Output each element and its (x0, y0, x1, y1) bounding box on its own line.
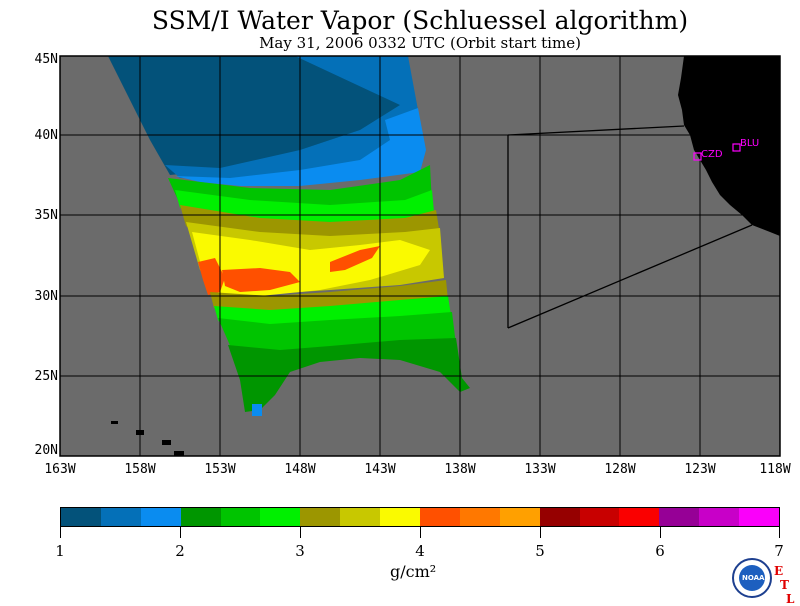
station-blu-label: BLU (740, 138, 759, 149)
map-frame (59, 55, 781, 457)
lon-label-143w: 143W (364, 462, 396, 477)
swath-band-darkblue (108, 56, 410, 175)
colorbar-segment (61, 508, 101, 526)
colorbar-segment (459, 508, 500, 526)
etl-logo: E T L (774, 564, 795, 606)
colorbar-segment (300, 508, 341, 526)
colorbar-label-5: 5 (535, 542, 545, 560)
colorbar-tick (300, 526, 301, 538)
colorbar-segment (380, 508, 421, 526)
swath-streak-orange-west (198, 258, 225, 295)
colorbar-segment (220, 508, 261, 526)
colorbar-tick (60, 526, 61, 538)
track-line (507, 125, 685, 136)
colorbar-label-2: 2 (175, 542, 185, 560)
station-czd-marker (693, 152, 702, 161)
swath-band-lightblue (175, 108, 426, 186)
swath-band-brightgreen-north (175, 190, 434, 222)
colorbar-tick (420, 526, 421, 538)
lon-label-133w: 133W (524, 462, 556, 477)
swath-band-darkgreen-south (228, 338, 470, 412)
colorbar-segment (140, 508, 181, 526)
swath-streak-orange-center (222, 268, 300, 292)
page-title: SSM/I Water Vapor (Schluessel algorithm) (151, 6, 689, 35)
noaa-logo: NOAA (732, 558, 772, 598)
lat-label-30n: 30N (34, 289, 58, 304)
lon-label-148w: 148W (284, 462, 316, 477)
lon-label-118w: 118W (759, 462, 791, 477)
swath-streak-orange-east (330, 246, 380, 272)
island-3 (162, 440, 171, 445)
lat-label-20n: 20N (34, 443, 58, 458)
colorbar-segment (619, 508, 660, 526)
swath-band-olive-south (210, 280, 448, 314)
colorbar-label-3: 3 (295, 542, 305, 560)
colorbar-label-4: 4 (415, 542, 425, 560)
colorbar-segment (100, 508, 141, 526)
station-blu-marker (732, 143, 741, 152)
colorbar-tick (779, 526, 780, 538)
etl-letter-t: T (780, 578, 789, 592)
colorbar-label-6: 6 (655, 542, 665, 560)
lat-label-25n: 25N (34, 369, 58, 384)
land-west-coast (678, 56, 780, 236)
colorbar-segment (699, 508, 740, 526)
colorbar-segment (260, 508, 301, 526)
colorbar-segment (659, 508, 700, 526)
lat-label-35n: 35N (34, 208, 58, 223)
etl-letter-e: E (774, 564, 784, 578)
page-subtitle: May 31, 2006 0332 UTC (Orbit start time) (259, 34, 581, 52)
colorbar-segment (579, 508, 620, 526)
colorbar-segment (420, 508, 460, 526)
colorbar-segment (499, 508, 540, 526)
colorbar-label-7: 7 (774, 542, 784, 560)
lon-label-138w: 138W (444, 462, 476, 477)
noaa-logo-text: NOAA (742, 574, 765, 582)
graticule (60, 56, 780, 456)
colorbar-segment (340, 508, 381, 526)
colorbar (60, 507, 780, 527)
colorbar-segment (539, 508, 580, 526)
swath-band-blue (165, 56, 420, 180)
colorbar-segment (739, 508, 780, 526)
lat-label-40n: 40N (34, 128, 58, 143)
track-line-diagonal (507, 224, 753, 329)
colorbar-segment (180, 508, 221, 526)
swath-tip-blue (252, 404, 262, 416)
noaa-logo-inner (739, 565, 765, 591)
etl-letter-l: L (786, 592, 795, 606)
island-4 (174, 451, 184, 456)
lon-label-128w: 128W (604, 462, 636, 477)
lon-label-158w: 158W (124, 462, 156, 477)
island-1 (111, 421, 118, 424)
station-czd-label: CZD (701, 149, 723, 160)
colorbar-tick (660, 526, 661, 538)
lon-label-123w: 123W (684, 462, 716, 477)
lon-label-153w: 153W (204, 462, 236, 477)
colorbar-tick (180, 526, 181, 538)
lat-label-45n: 45N (34, 52, 58, 67)
lon-label-163w: 163W (44, 462, 76, 477)
colorbar-label-1: 1 (55, 542, 65, 560)
colorbar-tick (540, 526, 541, 538)
colorbar-unit: g/cm² (390, 562, 437, 581)
